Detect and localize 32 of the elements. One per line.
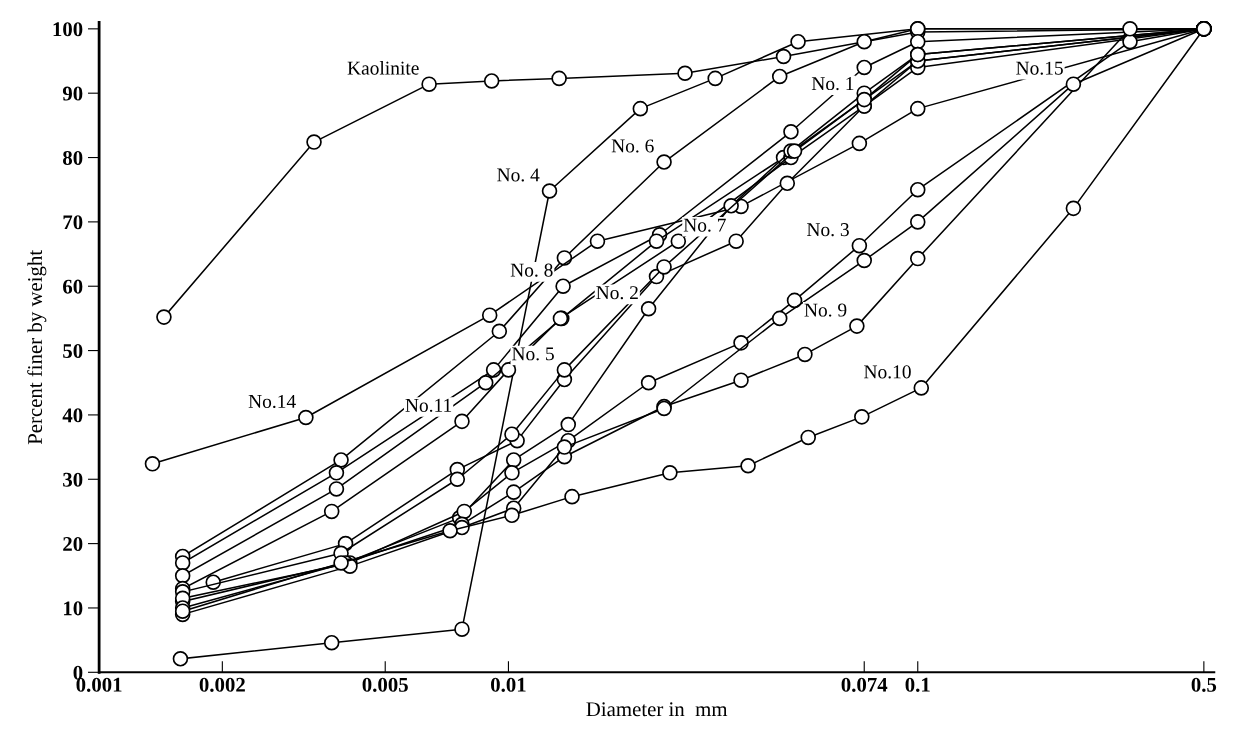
y-tick-label: 80 [63,150,83,165]
annotation: No. 2 [596,286,638,300]
annotation: No.14 [248,394,296,409]
x-tick-label: 0.5 [1191,677,1217,692]
x-tick-label: 0.01 [491,677,526,692]
x-tick-label: 0.1 [905,677,930,692]
y-tick-label: 60 [63,279,83,294]
annotation: No. 5 [512,347,554,361]
y-tick-label: 20 [63,536,83,552]
annotation: No. 4 [497,168,540,182]
annotation: No. 8 [510,263,553,277]
annotation: No. 6 [611,139,654,153]
y-tick-label: 40 [62,408,83,423]
x-tick-label: 0.005 [362,677,408,692]
y-axis-title: Percent finer by weight [27,250,47,445]
annotation: No. 1 [811,77,854,91]
annotation: No.15 [1016,61,1063,75]
annotation: No.10 [864,365,911,379]
annotation: No. 3 [806,223,849,237]
x-tick-label: 0.074 [841,677,888,692]
y-tick-label: 10 [63,601,83,616]
y-tick-label: 70 [63,215,83,230]
y-tick-label: 50 [63,343,83,359]
x-tick-label: 0.002 [199,677,245,692]
y-tick-label: 90 [62,86,83,101]
annotation: No.11 [405,398,452,412]
annotation: No. 9 [804,303,847,317]
y-tick-label: 30 [63,472,83,487]
y-tick-label: 100 [53,22,83,37]
annotation: No. 7 [683,218,726,232]
x-axis-title: Diameter in mm [586,702,728,717]
annotation: Kaolinite [347,60,419,75]
